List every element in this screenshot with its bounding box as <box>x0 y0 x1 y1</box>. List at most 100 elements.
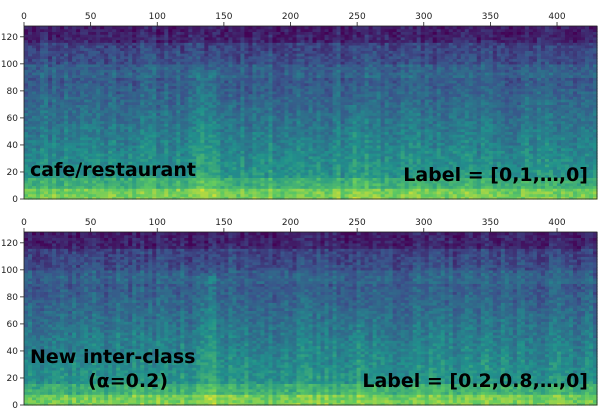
heatmap-cell <box>288 144 294 149</box>
heatmap-cell <box>288 180 294 184</box>
heatmap-cell <box>412 147 418 151</box>
heatmap-cell <box>224 155 229 160</box>
heatmap-cell <box>432 161 438 165</box>
heatmap-cell <box>588 112 594 116</box>
heatmap-cell <box>68 147 73 151</box>
heatmap-cell <box>88 180 93 184</box>
heatmap-cell <box>512 171 518 176</box>
heatmap-cell <box>276 134 282 138</box>
heatmap-cell <box>160 177 165 181</box>
heatmap-cell <box>324 180 330 184</box>
heatmap-cell <box>288 166 294 170</box>
heatmap-cell <box>56 131 61 135</box>
heatmap-cell <box>40 188 45 192</box>
heatmap-cell <box>448 123 454 127</box>
heatmap-cell <box>72 115 77 119</box>
heatmap-cell <box>144 112 149 116</box>
heatmap-cell <box>448 150 454 154</box>
heatmap-cell <box>484 131 490 135</box>
heatmap-cell <box>516 196 522 200</box>
heatmap-cell <box>220 190 225 195</box>
heatmap-cell <box>240 174 245 178</box>
heatmap-cell <box>300 147 306 151</box>
heatmap-cell <box>236 131 241 135</box>
heatmap-cell <box>320 123 326 127</box>
heatmap-cell <box>96 150 101 154</box>
heatmap-cell <box>196 123 201 127</box>
heatmap-cell <box>172 196 177 200</box>
heatmap-cell <box>384 142 390 146</box>
heatmap-cell <box>512 150 518 154</box>
heatmap-cell <box>140 123 145 127</box>
heatmap-cell <box>48 147 53 151</box>
heatmap-cell <box>72 180 77 184</box>
heatmap-cell <box>168 177 173 181</box>
heatmap-cell <box>116 142 121 146</box>
heatmap-cell <box>368 144 374 149</box>
heatmap-cell <box>36 117 41 122</box>
heatmap-cell <box>264 182 270 187</box>
heatmap-cell <box>560 180 566 184</box>
heatmap-cell <box>492 188 498 192</box>
heatmap-cell <box>172 104 177 108</box>
heatmap-cell <box>196 196 201 200</box>
heatmap-cell <box>220 150 225 154</box>
heatmap-cell <box>448 120 454 124</box>
heatmap-cell <box>304 158 310 162</box>
heatmap-cell <box>252 182 258 187</box>
heatmap-cell <box>304 136 310 141</box>
heatmap-cell <box>468 180 474 184</box>
heatmap-cell <box>180 134 185 138</box>
heatmap-cell <box>500 128 506 133</box>
heatmap-cell <box>516 155 522 160</box>
heatmap-cell <box>272 193 278 197</box>
heatmap-cell <box>536 128 542 133</box>
heatmap-cell <box>276 171 282 176</box>
heatmap-cell <box>592 188 598 192</box>
heatmap-cell <box>576 174 582 178</box>
heatmap-cell <box>464 155 470 160</box>
heatmap-cell <box>212 153 217 157</box>
heatmap-cell <box>72 155 77 160</box>
heatmap-cell <box>280 139 286 143</box>
heatmap-cell <box>552 196 558 200</box>
heatmap-cell <box>104 188 109 192</box>
heatmap-cell <box>152 150 157 154</box>
heatmap-cell <box>316 182 322 187</box>
heatmap-cell <box>220 155 225 160</box>
heatmap-cell <box>332 177 338 181</box>
heatmap-cell <box>540 166 546 170</box>
heatmap-cell <box>236 128 241 133</box>
heatmap-cell <box>516 144 522 149</box>
heatmap-cell <box>412 177 418 181</box>
heatmap-cell <box>300 128 306 133</box>
heatmap-cell <box>328 107 334 111</box>
heatmap-cell <box>112 144 117 149</box>
heatmap-cell <box>560 104 566 108</box>
heatmap-cell <box>132 144 137 149</box>
heatmap-cell <box>260 190 266 195</box>
heatmap-cell <box>100 104 105 108</box>
heatmap-cell <box>416 109 422 114</box>
heatmap-cell <box>308 171 314 176</box>
heatmap-cell <box>528 134 534 138</box>
heatmap-cell <box>44 182 49 187</box>
heatmap-cell <box>244 161 249 165</box>
heatmap-cell <box>528 107 534 111</box>
heatmap-cell <box>488 112 494 116</box>
heatmap-cell <box>524 120 530 124</box>
heatmap-cell <box>88 112 93 116</box>
heatmap-cell <box>44 112 49 116</box>
heatmap-cell <box>592 155 598 160</box>
heatmap-cell <box>56 136 61 141</box>
heatmap-cell <box>320 163 326 168</box>
heatmap-cell <box>216 185 221 189</box>
heatmap-cell <box>176 128 181 133</box>
heatmap-cell <box>536 120 542 124</box>
heatmap-cell <box>64 109 69 114</box>
heatmap-cell <box>204 182 209 187</box>
heatmap-cell <box>428 120 434 124</box>
heatmap-cell <box>408 174 414 178</box>
heatmap-cell <box>232 180 237 184</box>
heatmap-cell <box>48 107 53 111</box>
